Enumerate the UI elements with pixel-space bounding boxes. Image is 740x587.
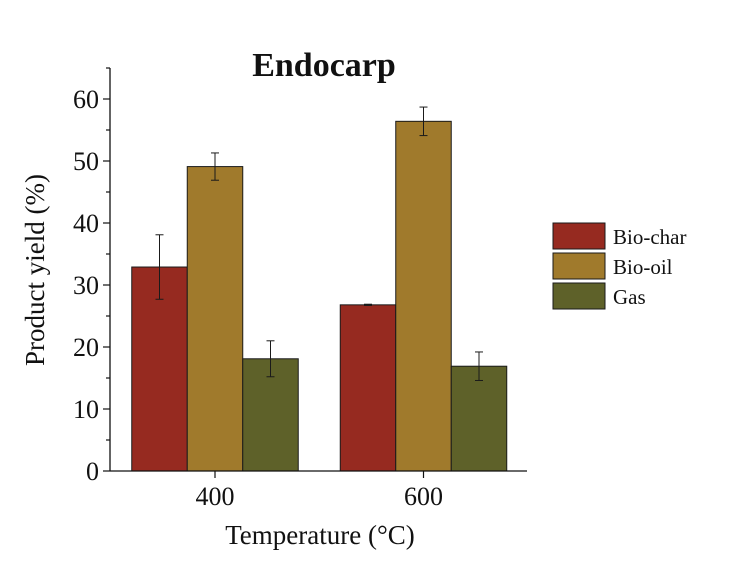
bar-bio-oil-400 — [186, 166, 244, 472]
x-tick-label: 600 — [404, 482, 443, 511]
legend-label-bio-char: Bio-char — [613, 225, 686, 249]
error-bar-gas-400 — [266, 340, 275, 378]
error-bar-bio-oil-600 — [419, 106, 428, 137]
y-axis-label: Product yield (%) — [20, 174, 50, 366]
y-tick-label: 40 — [73, 209, 99, 238]
y-tick-label: 20 — [73, 333, 99, 362]
legend-swatch-bio-oil — [552, 252, 606, 280]
y-tick-label: 10 — [73, 395, 99, 424]
bar-bio-char-600 — [339, 304, 397, 472]
error-bar-gas-600 — [475, 351, 483, 381]
chart-title: Endocarp — [252, 47, 396, 84]
x-axis-label: Temperature (°C) — [225, 520, 415, 550]
x-tick-label: 400 — [196, 482, 235, 511]
y-tick-label: 50 — [73, 147, 99, 176]
error-bar-bio-oil-400 — [211, 152, 219, 181]
bar-bio-oil-600 — [395, 120, 452, 472]
axes: 0 10 20 30 40 50 60 400 600 — [73, 67, 527, 511]
bar-gas-600 — [450, 365, 508, 472]
plot-area — [131, 106, 508, 472]
bar-bio-char-400 — [131, 266, 188, 472]
legend-swatch-gas — [552, 282, 606, 310]
legend-label-bio-oil: Bio-oil — [613, 255, 673, 279]
y-tick-label: 60 — [73, 85, 99, 114]
y-tick-label: 0 — [86, 457, 99, 486]
legend-swatch-bio-char — [552, 222, 606, 250]
legend: Bio-char Bio-oil Gas — [552, 222, 686, 310]
error-bar-bio-char-400 — [155, 234, 164, 300]
error-bar-bio-char-600 — [364, 303, 372, 306]
legend-label-gas: Gas — [613, 285, 646, 309]
y-tick-label: 30 — [73, 271, 99, 300]
